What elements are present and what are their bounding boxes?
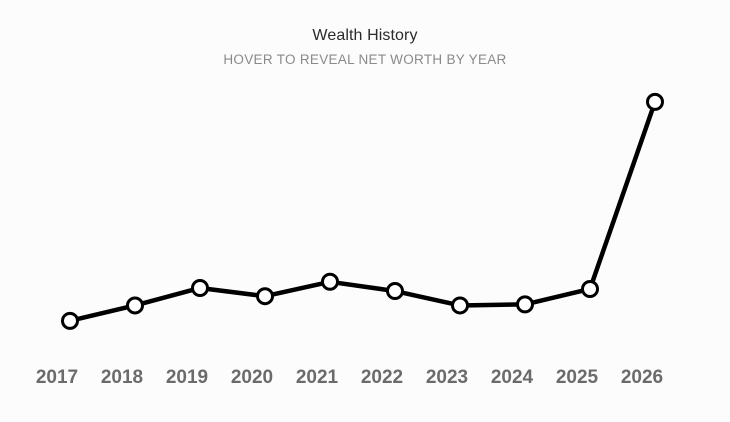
data-point-2017[interactable] bbox=[61, 311, 79, 330]
data-point-2023[interactable] bbox=[451, 296, 469, 315]
x-axis: 2017 2018 2019 2020 2021 2022 2023 2024 2025 2026 bbox=[36, 367, 663, 388]
series-point-layer bbox=[61, 92, 664, 330]
data-point-2025[interactable] bbox=[581, 279, 599, 298]
x-tick-label: 2026 bbox=[621, 367, 663, 388]
x-tick-label: 2024 bbox=[491, 367, 534, 388]
x-tick-label: 2021 bbox=[296, 367, 339, 388]
data-point-2026[interactable] bbox=[646, 92, 664, 111]
data-point-2020[interactable] bbox=[256, 287, 274, 306]
x-tick-label: 2023 bbox=[426, 367, 468, 388]
data-point-2022[interactable] bbox=[386, 282, 404, 301]
data-point-2018[interactable] bbox=[126, 296, 144, 315]
x-tick-label: 2017 bbox=[36, 367, 78, 388]
data-point-2021[interactable] bbox=[321, 272, 339, 291]
series-line bbox=[67, 99, 658, 324]
chart-subtitle: HOVER TO REVEAL NET WORTH BY YEAR bbox=[223, 52, 507, 67]
data-point-2019[interactable] bbox=[191, 278, 209, 297]
chart-title: Wealth History bbox=[312, 27, 418, 44]
x-tick-label: 2025 bbox=[556, 367, 599, 388]
series-line-layer bbox=[67, 99, 658, 324]
x-tick-label: 2019 bbox=[166, 367, 208, 388]
x-tick-label: 2022 bbox=[361, 367, 403, 388]
x-tick-label: 2020 bbox=[231, 367, 273, 388]
x-tick-label: 2018 bbox=[101, 367, 143, 388]
data-point-2024[interactable] bbox=[516, 295, 534, 314]
